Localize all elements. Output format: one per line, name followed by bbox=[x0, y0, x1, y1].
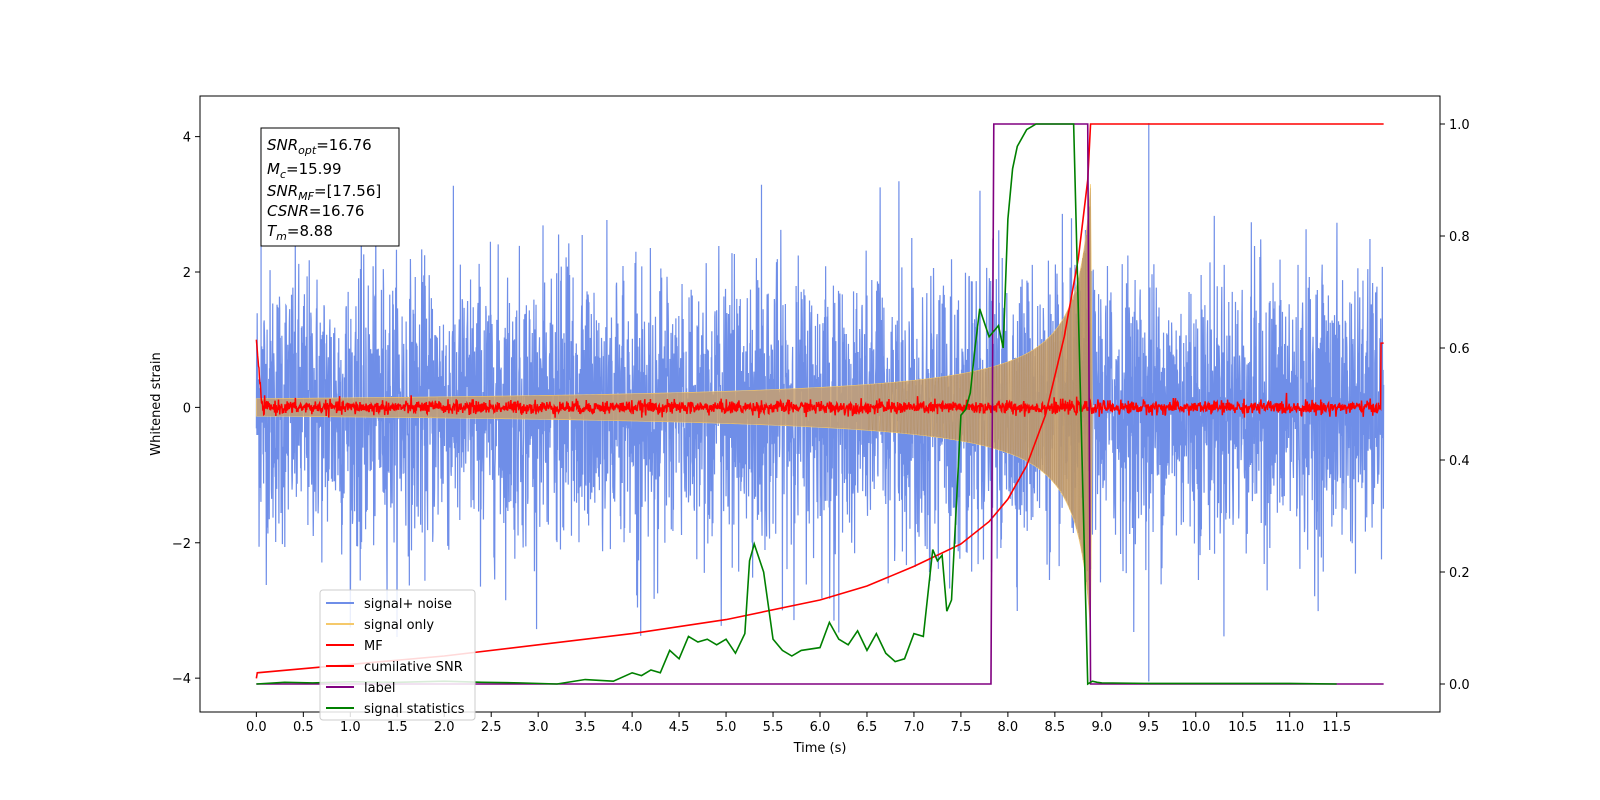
x-tick-label: 0.0 bbox=[246, 720, 267, 735]
x-tick-label: 4.0 bbox=[622, 720, 643, 735]
x-tick-label: 2.0 bbox=[434, 720, 455, 735]
y-axis-label: Whitened strain bbox=[149, 352, 164, 455]
x-tick-label: 2.5 bbox=[481, 720, 502, 735]
signal-statistics-line bbox=[256, 123, 1337, 686]
x-tick-label: 7.5 bbox=[951, 720, 972, 735]
y-tick-label: 4 bbox=[183, 131, 191, 146]
signal-only-line bbox=[866, 188, 1091, 610]
stat-tm: Tm=8.88 bbox=[267, 222, 333, 243]
plot-area bbox=[255, 123, 1385, 686]
x-tick-label: 9.5 bbox=[1138, 720, 1159, 735]
y2-tick-label: 0.2 bbox=[1449, 566, 1470, 581]
legend-label-signal-only: signal only bbox=[364, 618, 434, 633]
x-tick-label: 8.5 bbox=[1045, 720, 1066, 735]
mf-series bbox=[255, 339, 1384, 419]
y-tick-label: 0 bbox=[183, 401, 191, 416]
legend: signal+ noise signal only MF cumilative … bbox=[319, 589, 476, 721]
legend-label-cumulative-snr: cumilative SNR bbox=[364, 660, 463, 675]
x-tick-label: 1.0 bbox=[340, 720, 361, 735]
legend-label-label: label bbox=[364, 681, 395, 696]
y-tick-label: −4 bbox=[172, 672, 191, 687]
stat-snr-mf: SNRMF=[17.56] bbox=[267, 182, 381, 203]
x-tick-label: 10.5 bbox=[1228, 720, 1257, 735]
y2-tick-label: 0.0 bbox=[1449, 678, 1470, 693]
mf-line bbox=[255, 339, 1384, 419]
x-tick-label: 5.0 bbox=[716, 720, 737, 735]
legend-label-signal-statistics: signal statistics bbox=[364, 702, 465, 717]
x-tick-label: 9.0 bbox=[1091, 720, 1112, 735]
legend-label-signal-noise: signal+ noise bbox=[364, 597, 452, 612]
stats-box-frame bbox=[260, 127, 400, 247]
y2-tick-label: 0.4 bbox=[1449, 454, 1470, 469]
x-tick-label: 0.5 bbox=[293, 720, 314, 735]
x-tick-label: 11.5 bbox=[1322, 720, 1351, 735]
x-tick-label: 6.5 bbox=[857, 720, 878, 735]
legend-frame bbox=[319, 589, 476, 721]
y2-tick-label: 1.0 bbox=[1449, 118, 1470, 133]
x-tick-label: 3.0 bbox=[528, 720, 549, 735]
y2-tick-label: 0.6 bbox=[1449, 342, 1470, 357]
y-tick-label: −2 bbox=[172, 537, 191, 552]
stat-mc: Mc=15.99 bbox=[267, 160, 342, 181]
x-tick-label: 10.0 bbox=[1181, 720, 1210, 735]
x-tick-label: 3.5 bbox=[575, 720, 596, 735]
legend-label-mf: MF bbox=[364, 639, 383, 654]
y-tick-label: 2 bbox=[183, 266, 191, 281]
x-tick-label: 1.5 bbox=[387, 720, 408, 735]
x-tick-label: 5.5 bbox=[763, 720, 784, 735]
y2-tick-label: 0.8 bbox=[1449, 230, 1470, 245]
axes: 0.0 0.5 1.0 1.5 2.0 2.5 3.0 3.5 4.0 4.5 5.0 5.5 6.0 6… bbox=[172, 118, 1470, 735]
x-tick-label: 8.0 bbox=[998, 720, 1019, 735]
x-tick-label: 7.0 bbox=[904, 720, 925, 735]
stats-box: SNRopt=16.76 Mc=15.99 SNRMF=[17.56] CSNR… bbox=[260, 127, 400, 247]
x-tick-label: 6.0 bbox=[810, 720, 831, 735]
stat-snr-opt: SNRopt=16.76 bbox=[267, 136, 372, 157]
x-tick-label: 11.0 bbox=[1275, 720, 1304, 735]
x-tick-label: 4.5 bbox=[669, 720, 690, 735]
stat-csnr: CSNR=16.76 bbox=[267, 202, 364, 220]
x-axis-label: Time (s) bbox=[793, 741, 847, 756]
